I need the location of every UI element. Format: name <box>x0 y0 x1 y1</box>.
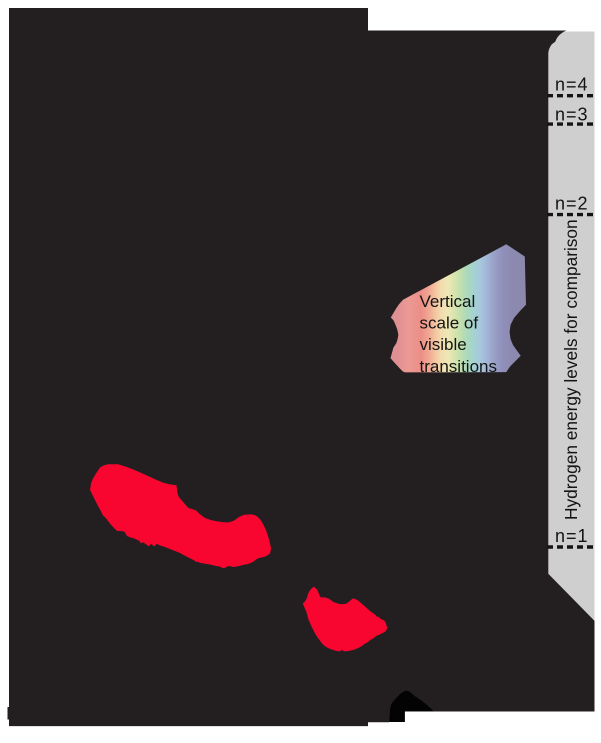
svg-text:Hydrogen energy levels for com: Hydrogen energy levels for comparison <box>561 219 581 520</box>
svg-text:n=3: n=3 <box>555 105 589 125</box>
svg-text:n=2: n=2 <box>555 194 589 214</box>
svg-text:Vertical: Vertical <box>420 292 476 311</box>
svg-text:visible: visible <box>420 335 467 354</box>
svg-text:scale of: scale of <box>420 314 479 333</box>
svg-text:transitions: transitions <box>420 357 497 376</box>
svg-text:n=4: n=4 <box>555 75 589 95</box>
svg-text:n=1: n=1 <box>555 526 589 546</box>
